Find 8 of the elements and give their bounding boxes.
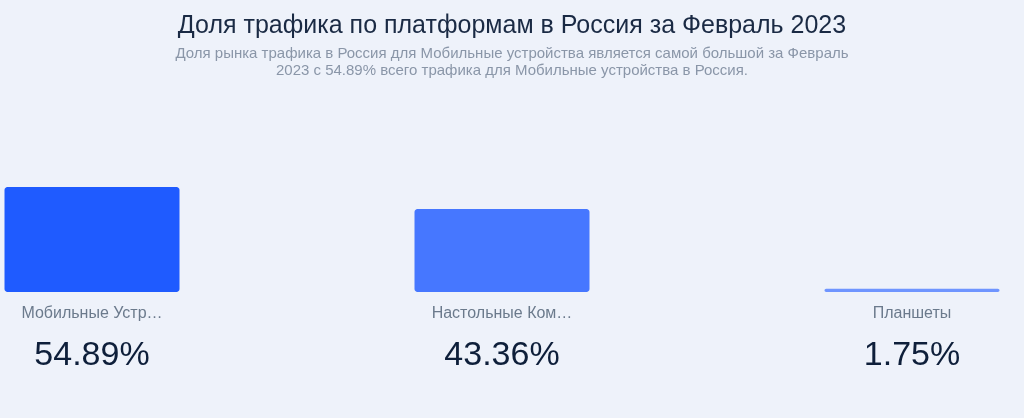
chart-title: Доля трафика по платформам в Россия за Февраль 2023 xyxy=(177,10,847,38)
x-tick-label: Настольные Ком… xyxy=(431,304,573,321)
data-label: 43.36% xyxy=(444,334,560,372)
data-label: 54.89% xyxy=(34,334,150,372)
x-tick-label: Мобильные Устр… xyxy=(21,304,163,321)
chart-subtitle: Доля рынка трафика в Россия для Мобильные устройства является самой большой за Февраль 2023 с 54.89% всего трафика для Мобильные устройства в Россия. xyxy=(175,44,849,78)
x-tick-label: Планшеты xyxy=(872,304,952,321)
data-label: 1.75% xyxy=(863,334,961,372)
